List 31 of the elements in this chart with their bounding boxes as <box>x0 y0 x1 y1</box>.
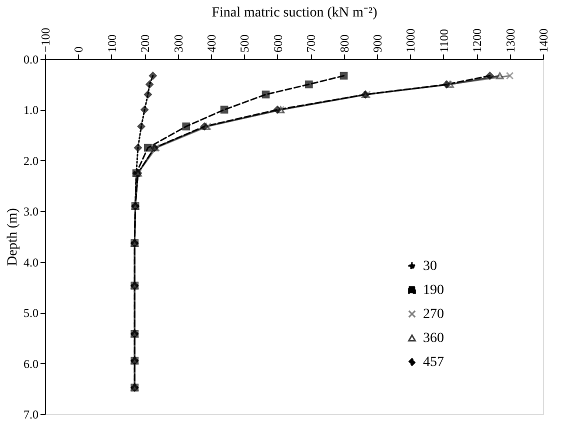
legend-label: 30 <box>423 259 437 274</box>
x-tick-label: 1100 <box>436 28 451 52</box>
x-tick-label: 300 <box>171 34 186 52</box>
legend-label: 270 <box>423 307 444 322</box>
x-tick-label: 1400 <box>536 28 550 52</box>
x-tick-label: 500 <box>238 34 252 52</box>
legend-label: 457 <box>423 355 444 370</box>
x-tick-label: 1200 <box>470 28 484 52</box>
legend-label: 190 <box>423 283 444 298</box>
x-tick-label: −100 <box>38 28 52 52</box>
x-tick-label: 700 <box>304 34 318 52</box>
x-tick-label: 100 <box>104 34 119 52</box>
x-tick-label: 1300 <box>503 28 518 52</box>
y-tick-label: 6.0 <box>24 356 38 371</box>
y-tick-label: 2.0 <box>24 154 38 168</box>
y-tick-label: 3.0 <box>24 204 38 219</box>
y-tick-label: 0.0 <box>24 52 38 66</box>
y-tick-label: 5.0 <box>24 306 38 320</box>
legend-label: 360 <box>423 331 444 346</box>
y-axis-title: Depth (m) <box>6 208 20 266</box>
y-tick-label: 1.0 <box>24 103 38 118</box>
y-tick-label: 4.0 <box>24 255 38 270</box>
x-tick-label: 0 <box>72 46 86 52</box>
x-tick-label: 400 <box>204 34 218 52</box>
x-tick-label: 200 <box>138 34 152 52</box>
x-tick-label: 1000 <box>404 28 418 52</box>
y-tick-label: 7.0 <box>24 408 38 422</box>
x-axis-title: Final matric suction (kN m⁻²) <box>212 6 378 21</box>
x-tick-label: 900 <box>370 34 384 52</box>
x-tick-label: 800 <box>337 34 352 52</box>
x-tick-label: 600 <box>270 34 285 52</box>
